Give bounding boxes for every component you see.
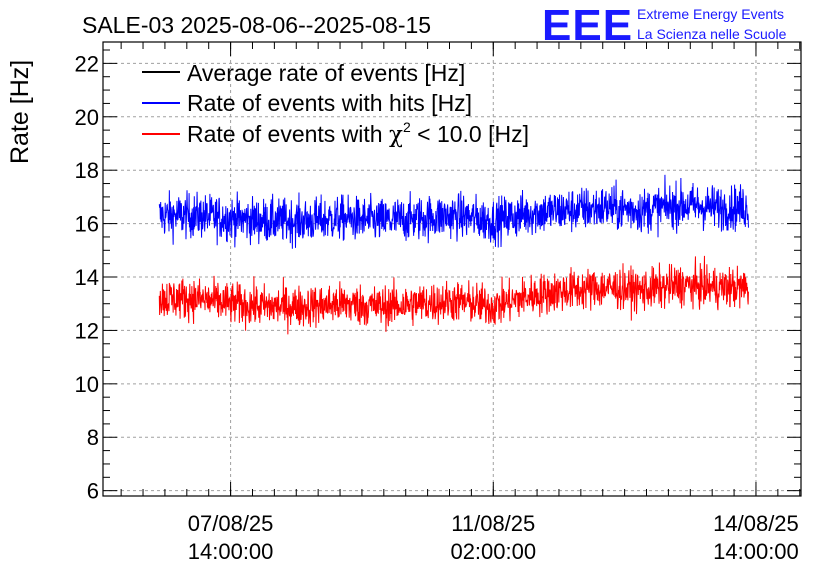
eee-logo: EEE Extreme Energy Events La Scienza nel… <box>542 1 787 50</box>
y-axis: 6 8 10 12 14 16 18 20 22 <box>75 49 801 504</box>
y-tick-label: 12 <box>75 318 99 343</box>
eee-logo-letters: EEE <box>542 1 633 50</box>
chart-title: SALE-03 2025-08-06--2025-08-15 <box>82 12 431 38</box>
series-line-hits <box>158 174 749 249</box>
series-line-chi2 <box>158 255 749 335</box>
legend-chi2-prefix: Rate of events with <box>187 121 389 147</box>
x-tick-label-date: 11/08/25 <box>451 511 535 536</box>
legend-chi2-symbol: χ <box>389 122 403 148</box>
legend-label-chi2: Rate of events with χ2 < 10.0 [Hz] <box>187 119 529 148</box>
y-tick-label: 8 <box>87 425 99 450</box>
x-tick-label-date: 07/08/25 <box>188 511 274 536</box>
y-tick-label: 22 <box>75 51 99 76</box>
x-axis: 07/08/25 14:00:00 11/08/25 02:00:00 14/08/25… <box>120 42 801 564</box>
y-axis-label: Rate [Hz] <box>6 60 34 164</box>
legend-label-hits: Rate of events with hits [Hz] <box>187 90 472 116</box>
y-tick-label: 18 <box>75 158 99 183</box>
y-tick-label: 16 <box>75 212 99 237</box>
legend: Average rate of events [Hz] Rate of even… <box>142 60 529 148</box>
eee-logo-line2: La Scienza nelle Scuole <box>637 26 787 42</box>
x-tick-label-date: 14/08/25 <box>713 511 799 536</box>
grid <box>103 42 801 496</box>
x-tick-label-time: 02:00:00 <box>450 539 536 564</box>
y-tick-label: 14 <box>75 265 99 290</box>
legend-label-average: Average rate of events [Hz] <box>187 60 465 86</box>
x-tick-label-time: 14:00:00 <box>713 539 799 564</box>
plot-frame <box>102 41 802 497</box>
legend-chi2-sup: 2 <box>403 119 411 135</box>
y-tick-label: 6 <box>87 479 99 504</box>
eee-logo-line1: Extreme Energy Events <box>637 6 784 22</box>
series-layer <box>158 174 749 335</box>
y-tick-label: 20 <box>75 105 99 130</box>
y-tick-label: 10 <box>75 372 99 397</box>
legend-chi2-suffix: < 10.0 [Hz] <box>411 121 529 147</box>
x-tick-label-time: 14:00:00 <box>188 539 274 564</box>
